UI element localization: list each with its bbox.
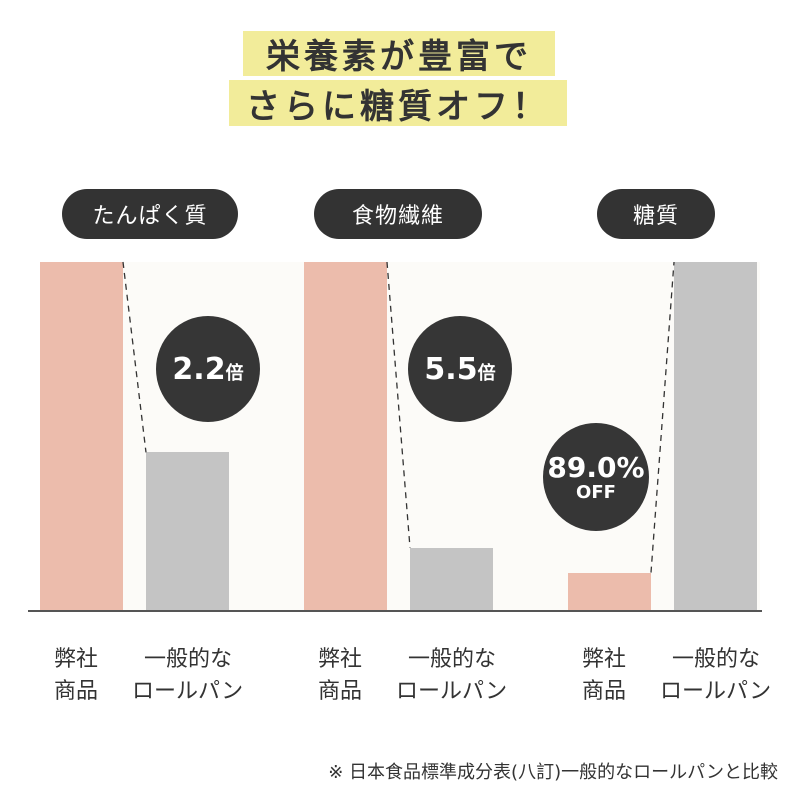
bar-company-3	[568, 572, 651, 611]
callout-unit: OFF	[576, 482, 616, 503]
title-line-1: 栄養素が豊富で	[243, 31, 555, 77]
x-label-line: 一般的な	[672, 647, 761, 672]
x-label-general: 一般的な ロールパン	[132, 644, 243, 708]
x-label-line: 弊社	[54, 647, 99, 672]
x-label-line: 商品	[54, 679, 99, 704]
bar-general-2	[410, 547, 493, 611]
bar-general-1	[146, 452, 229, 611]
title-line-2: さらに糖質オフ！	[229, 80, 567, 127]
x-label-company: 弊社 商品	[54, 644, 98, 708]
x-label-line: 一般的な	[144, 647, 233, 672]
bar-company-1	[40, 262, 123, 611]
callout-value: 5.5	[424, 351, 478, 387]
callout-fiber: 5.5倍	[408, 316, 512, 422]
x-label-line: 弊社	[582, 647, 627, 672]
x-label-general: 一般的な ロールパン	[396, 644, 507, 708]
dashed-connector	[386, 261, 411, 548]
x-label-line: ロールパン	[132, 679, 244, 704]
callout-unit: 倍	[477, 362, 496, 384]
bar-general-3	[674, 262, 757, 611]
callout-value: 2.2	[172, 351, 226, 387]
callout-unit: 倍	[225, 362, 244, 384]
callout-protein: 2.2倍	[156, 316, 260, 422]
baseline	[28, 610, 762, 612]
footnote: ※ 日本食品標準成分表(八訂)一般的なロールパンと比較	[328, 762, 778, 783]
x-label-line: ロールパン	[396, 679, 508, 704]
category-pill-fiber: 食物繊維	[314, 189, 482, 239]
dashed-connector	[650, 261, 675, 573]
x-label-company: 弊社 商品	[582, 644, 626, 708]
callout-value: 89.0%	[547, 451, 645, 484]
x-label-line: 一般的な	[408, 647, 497, 672]
category-pill-sugar: 糖質	[597, 189, 715, 239]
x-label-line: 弊社	[318, 647, 363, 672]
x-label-line: 商品	[582, 679, 627, 704]
callout-sugar: 89.0% OFF	[543, 423, 649, 531]
bar-company-2	[304, 262, 387, 611]
x-label-company: 弊社 商品	[318, 644, 362, 708]
category-pill-protein: たんぱく質	[62, 189, 238, 239]
x-label-line: 商品	[318, 679, 363, 704]
dashed-connector	[122, 261, 147, 453]
x-label-general: 一般的な ロールパン	[660, 644, 771, 708]
x-label-line: ロールパン	[660, 679, 772, 704]
